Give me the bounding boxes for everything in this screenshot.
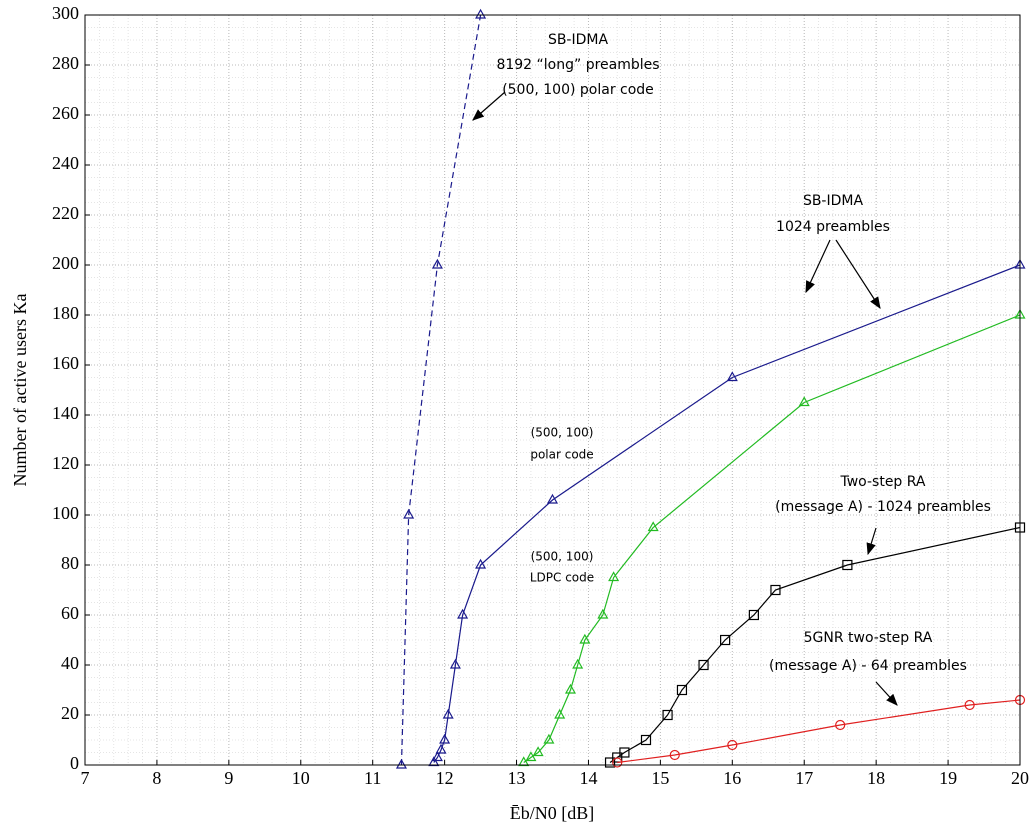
marker bbox=[442, 708, 454, 719]
y-tick-label: 260 bbox=[52, 103, 79, 123]
series-line bbox=[617, 699, 1021, 764]
y-tick-label: 120 bbox=[52, 453, 79, 473]
marker bbox=[475, 8, 487, 19]
x-tick-label: 10 bbox=[292, 768, 310, 788]
marker bbox=[546, 493, 559, 504]
arrows bbox=[472, 91, 898, 706]
x-tick-label: 17 bbox=[795, 768, 813, 788]
arrow bbox=[805, 239, 831, 294]
marker bbox=[662, 709, 673, 721]
marker bbox=[543, 733, 555, 744]
annotation: 1024 preambles bbox=[776, 219, 890, 235]
annotation: polar code bbox=[530, 448, 593, 462]
grid bbox=[84, 14, 1021, 766]
y-tick-label: 220 bbox=[52, 203, 79, 223]
annotation: 8192 “long” preambles bbox=[496, 57, 659, 73]
annotation: 5GNR two-step RA bbox=[804, 630, 933, 646]
y-tick-label: 280 bbox=[52, 53, 79, 73]
y-tick-label: 140 bbox=[52, 403, 79, 423]
marker bbox=[572, 658, 584, 669]
marker bbox=[525, 751, 537, 762]
marker bbox=[647, 521, 659, 532]
y-tick-label: 300 bbox=[52, 3, 79, 23]
series-line bbox=[609, 526, 1021, 763]
x-tick-label: 16 bbox=[723, 768, 741, 788]
marker bbox=[608, 571, 620, 582]
annotation: (message A) - 64 preambles bbox=[769, 658, 967, 674]
marker bbox=[727, 739, 738, 751]
y-tick-label: 200 bbox=[52, 253, 79, 273]
marker bbox=[964, 699, 975, 711]
marker bbox=[475, 558, 487, 569]
marker bbox=[770, 584, 781, 596]
annotation: LDPC code bbox=[530, 571, 594, 585]
x-tick-label: 8 bbox=[152, 768, 161, 788]
y-tick-label: 80 bbox=[61, 553, 79, 573]
x-tick-label: 12 bbox=[436, 768, 454, 788]
x-tick-label: 19 bbox=[939, 768, 957, 788]
annotation: SB-IDMA bbox=[803, 193, 864, 209]
x-tick-label: 13 bbox=[508, 768, 526, 788]
marker bbox=[439, 733, 451, 744]
arrow bbox=[835, 239, 881, 310]
y-tick-label: 40 bbox=[61, 653, 79, 673]
marker bbox=[748, 609, 759, 621]
x-tick-label: 15 bbox=[651, 768, 669, 788]
y-tick-label: 20 bbox=[61, 703, 79, 723]
marker bbox=[669, 749, 680, 761]
x-tick-label: 18 bbox=[867, 768, 885, 788]
annotation: (500, 100) bbox=[531, 426, 594, 440]
marker bbox=[726, 371, 738, 382]
marker bbox=[579, 633, 591, 644]
arrow bbox=[866, 527, 877, 556]
annotation: (message A) - 1024 preambles bbox=[775, 499, 991, 515]
marker bbox=[431, 258, 443, 269]
marker bbox=[554, 708, 566, 719]
marker bbox=[842, 559, 853, 571]
x-tick-label: 7 bbox=[81, 768, 90, 788]
marker bbox=[698, 659, 709, 671]
annotation: Two-step RA bbox=[839, 474, 925, 490]
arrow bbox=[472, 91, 506, 121]
marker bbox=[597, 608, 609, 619]
marker bbox=[532, 746, 544, 757]
plot-frame bbox=[84, 14, 1021, 766]
y-tick-label: 0 bbox=[70, 753, 79, 773]
y-tick-label: 60 bbox=[61, 603, 79, 623]
y-axis-label: Number of active users Ka bbox=[10, 294, 30, 487]
annotation: (500, 100) bbox=[531, 550, 594, 564]
marker bbox=[798, 396, 810, 407]
marker bbox=[403, 508, 415, 519]
x-tick-label: 11 bbox=[364, 768, 381, 788]
annotation: SB-IDMA bbox=[548, 32, 609, 48]
marker bbox=[449, 658, 461, 669]
marker bbox=[720, 634, 731, 646]
x-tick-label: 9 bbox=[224, 768, 233, 788]
y-tick-label: 160 bbox=[52, 353, 79, 373]
series-line bbox=[523, 314, 1021, 763]
marker bbox=[612, 757, 623, 768]
marker bbox=[835, 719, 846, 731]
arrow bbox=[875, 681, 898, 706]
plot bbox=[395, 8, 1026, 769]
marker bbox=[395, 758, 407, 769]
y-tick-label: 100 bbox=[52, 503, 79, 523]
marker bbox=[457, 608, 469, 619]
annotation: (500, 100) polar code bbox=[502, 82, 654, 98]
marker bbox=[619, 747, 630, 758]
y-tick-label: 240 bbox=[52, 153, 79, 173]
x-tick-label: 20 bbox=[1011, 768, 1029, 788]
y-tick-label: 180 bbox=[52, 303, 79, 323]
x-tick-label: 14 bbox=[579, 768, 597, 788]
x-axis-label: Ēb/N0 [dB] bbox=[510, 803, 595, 823]
series-line bbox=[400, 14, 482, 766]
marker bbox=[564, 683, 577, 694]
marker bbox=[431, 751, 443, 762]
marker bbox=[640, 734, 652, 746]
marker bbox=[435, 743, 447, 754]
marker bbox=[676, 684, 688, 696]
